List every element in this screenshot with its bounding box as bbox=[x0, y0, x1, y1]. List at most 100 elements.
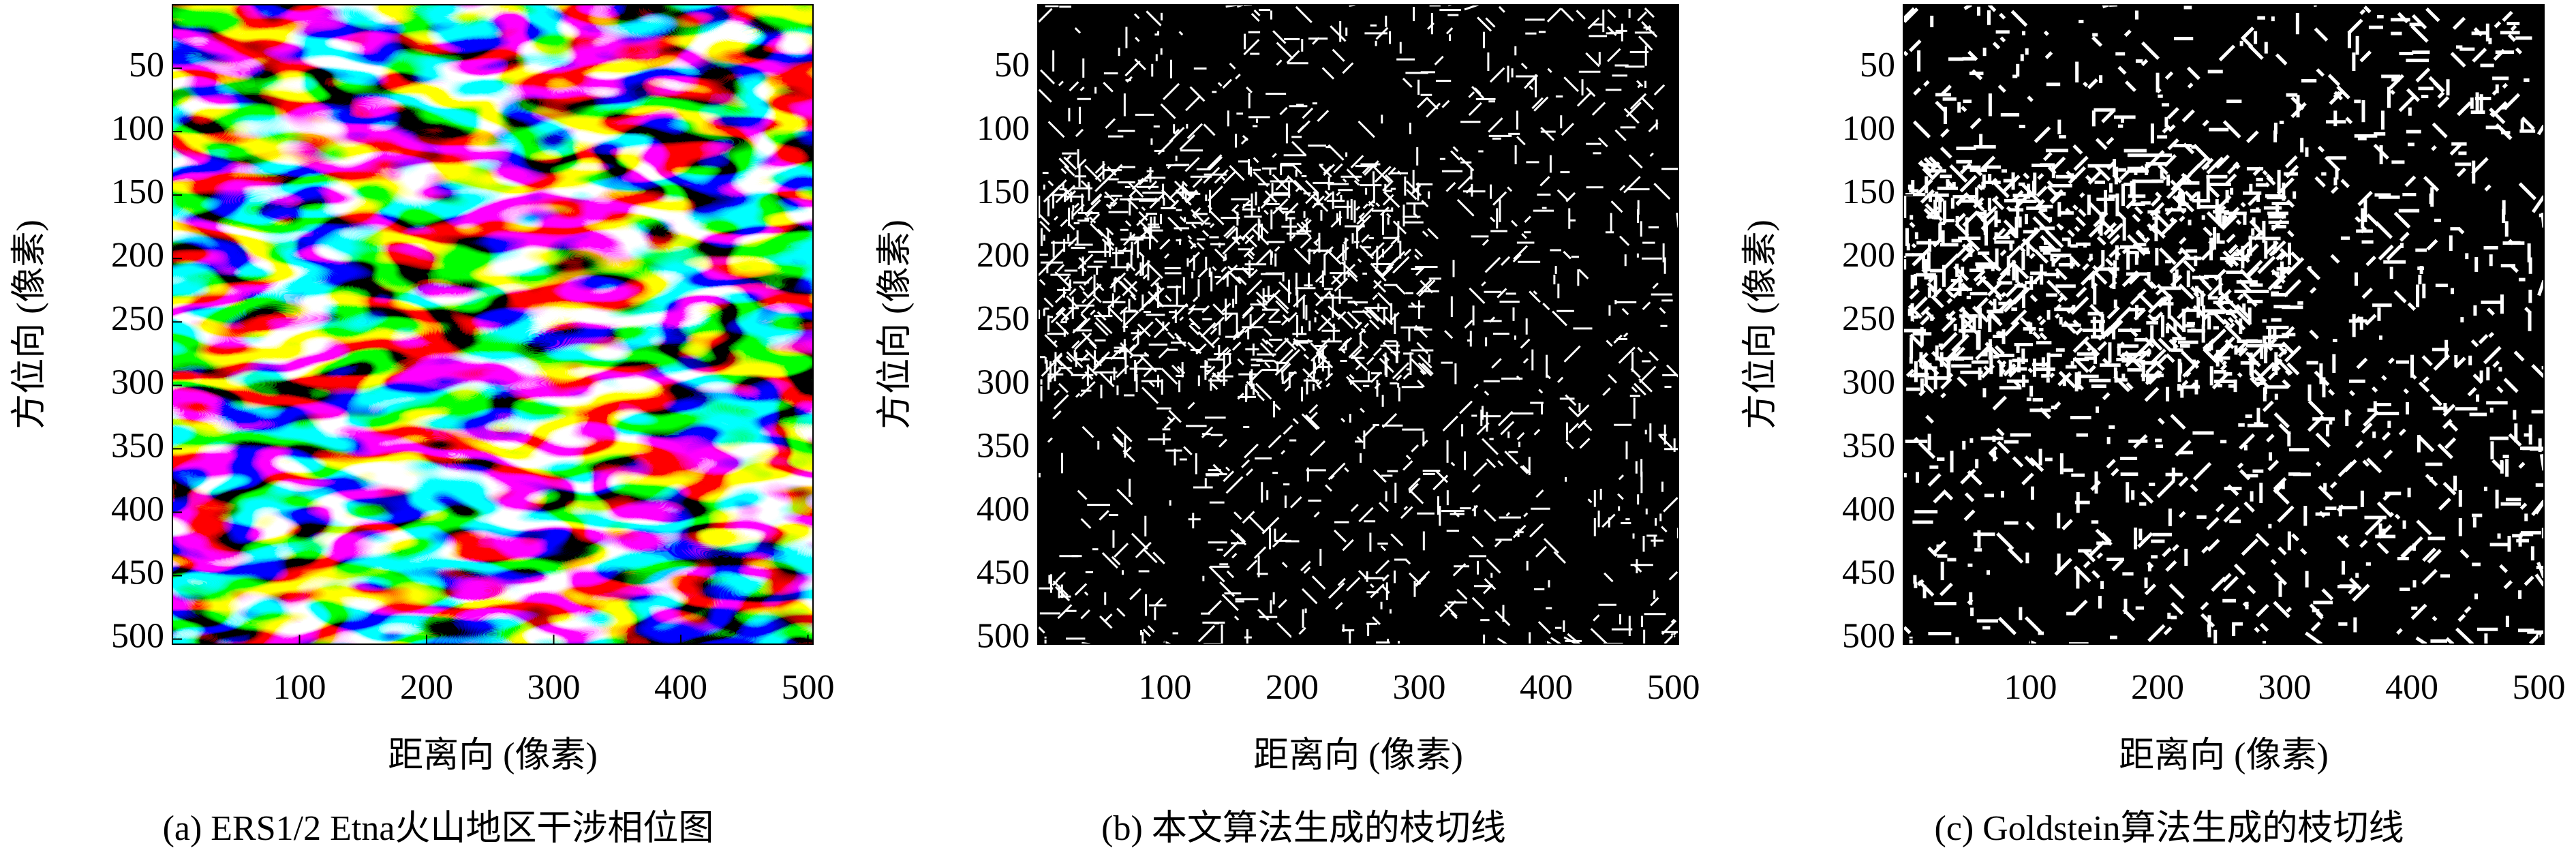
branch-cut bbox=[1105, 227, 1114, 236]
branch-cut bbox=[1375, 560, 1390, 575]
branch-cut bbox=[1323, 192, 1333, 201]
y-tick-label: 500 bbox=[977, 616, 1030, 655]
branch-cut bbox=[1297, 125, 1305, 134]
branch-cut bbox=[1453, 511, 1460, 518]
branch-cut bbox=[1094, 163, 1106, 174]
branch-cut bbox=[2273, 274, 2287, 288]
branch-cut bbox=[2029, 457, 2044, 472]
branch-cut bbox=[1250, 269, 1258, 277]
branch-cut bbox=[1614, 129, 1627, 142]
branch-cut bbox=[1069, 81, 1079, 92]
branch-cut bbox=[1618, 346, 1636, 364]
branch-cut bbox=[2211, 310, 2226, 325]
branch-cut bbox=[1912, 120, 1931, 139]
branch-cut bbox=[1500, 421, 1515, 436]
branch-cut bbox=[1135, 260, 1151, 276]
branch-cut bbox=[1954, 222, 1969, 237]
branch-cut bbox=[1103, 81, 1114, 93]
branch-cut bbox=[1289, 496, 1302, 509]
branch-cut bbox=[1382, 181, 1393, 192]
branch-cut bbox=[1961, 106, 1967, 112]
branch-cut bbox=[1094, 175, 1111, 192]
branch-cut bbox=[1080, 518, 1092, 529]
branch-cut bbox=[1939, 146, 1952, 159]
branch-cut bbox=[2156, 88, 2162, 94]
branch-cut bbox=[1661, 526, 1668, 533]
branch-cut bbox=[1345, 376, 1362, 393]
branch-cut bbox=[2442, 404, 2456, 417]
branch-cut bbox=[1076, 317, 1091, 332]
branch-cut bbox=[1111, 434, 1124, 446]
branch-cut bbox=[1101, 552, 1118, 569]
branch-cut bbox=[1907, 304, 1922, 319]
branch-cut bbox=[2158, 337, 2173, 352]
branch-cut bbox=[1450, 611, 1458, 620]
branch-cut bbox=[1057, 604, 1073, 620]
branch-cut bbox=[2029, 252, 2036, 260]
branch-cut bbox=[2160, 218, 2178, 236]
branch-cut bbox=[1255, 382, 1272, 400]
branch-cut bbox=[2432, 122, 2448, 138]
branch-cut bbox=[1494, 540, 1502, 548]
branch-cut bbox=[2182, 359, 2201, 378]
branch-cut bbox=[1265, 339, 1274, 348]
branch-cut bbox=[1074, 27, 1082, 34]
branch-cut bbox=[1386, 213, 1392, 218]
branch-cut bbox=[1909, 39, 1922, 52]
branch-cut bbox=[1058, 80, 1064, 87]
branch-cut bbox=[2096, 552, 2104, 559]
branch-cut bbox=[1064, 165, 1075, 177]
branch-cut bbox=[2389, 89, 2395, 95]
branch-cut bbox=[1486, 458, 1497, 468]
branch-cut bbox=[1563, 76, 1579, 93]
branch-cut bbox=[2124, 80, 2136, 93]
branch-cut bbox=[2202, 119, 2209, 127]
branch-cut bbox=[2478, 334, 2489, 344]
branch-cut bbox=[1141, 387, 1159, 404]
branch-cut bbox=[2235, 164, 2241, 170]
branch-cut bbox=[1328, 582, 1345, 599]
branch-cut bbox=[2257, 256, 2276, 275]
branch-cut bbox=[2248, 44, 2264, 60]
branch-cut bbox=[1659, 307, 1666, 314]
branch-cut bbox=[1382, 194, 1394, 206]
branch-cut bbox=[2365, 314, 2377, 326]
branch-cut bbox=[2310, 621, 2321, 632]
branch-cut bbox=[1079, 380, 1096, 397]
branch-cut bbox=[1116, 365, 1129, 378]
branch-cut bbox=[1996, 427, 2005, 437]
branch-cut bbox=[1086, 210, 1093, 217]
branch-cut bbox=[1083, 276, 1093, 286]
branch-cut bbox=[2285, 164, 2299, 179]
branch-cut bbox=[1347, 311, 1360, 324]
branch-cut bbox=[2085, 175, 2092, 181]
branch-cut bbox=[1093, 351, 1111, 369]
branch-cut bbox=[2317, 145, 2325, 153]
branch-cut bbox=[1606, 48, 1621, 63]
branch-cut bbox=[1494, 610, 1511, 626]
branch-cut bbox=[1211, 383, 1218, 391]
y-tick-label: 250 bbox=[111, 299, 164, 338]
branch-cut bbox=[2349, 390, 2355, 397]
branch-cut bbox=[1578, 269, 1589, 279]
branch-cut bbox=[1201, 305, 1210, 314]
branch-cut bbox=[2283, 279, 2302, 298]
branch-cut bbox=[2147, 314, 2157, 323]
branch-cut bbox=[1563, 251, 1571, 260]
branch-cut bbox=[1529, 523, 1544, 538]
branch-cut bbox=[2378, 244, 2394, 260]
branch-cut bbox=[2489, 107, 2506, 125]
branch-cut bbox=[1229, 271, 1242, 285]
branch-cut bbox=[1138, 172, 1152, 185]
x-tick-label: 400 bbox=[2385, 668, 2438, 707]
branch-cut bbox=[2491, 101, 2508, 118]
y-tick-label: 350 bbox=[1842, 426, 1895, 465]
branch-cut bbox=[2364, 517, 2383, 536]
branch-cut bbox=[1516, 375, 1521, 380]
branch-cut bbox=[2132, 434, 2148, 449]
branch-cut bbox=[1338, 337, 1353, 352]
branch-cut bbox=[1080, 304, 1090, 315]
branch-cut bbox=[1147, 262, 1163, 279]
branch-cut bbox=[1225, 226, 1238, 239]
branch-cut bbox=[1471, 85, 1485, 100]
